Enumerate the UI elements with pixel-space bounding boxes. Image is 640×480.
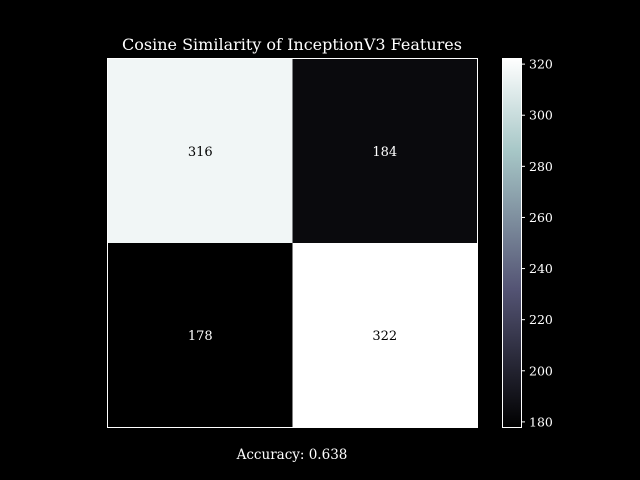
x-axis-label: Accuracy: 0.638: [236, 447, 348, 463]
heatmap-cell-r1-c0: [108, 243, 293, 427]
colorbar-tick-label-320: 320: [529, 57, 553, 72]
colorbar-tick-label-300: 300: [529, 108, 553, 123]
colorbar-tick-label-180: 180: [529, 414, 553, 429]
heatmap-cell-r0-c1: [292, 59, 477, 243]
colorbar-tick-label-220: 220: [529, 312, 553, 327]
heatmap-cell-label-r0-c1: 184: [372, 145, 397, 160]
colorbar-tick-label-240: 240: [529, 261, 553, 276]
colorbar-tick-label-280: 280: [529, 159, 553, 174]
colorbar-ticks: 180 200 220 240 260 280 300 320: [521, 57, 553, 429]
colorbar-bar: [502, 58, 522, 428]
colorbar-tick-label-200: 200: [529, 363, 553, 378]
chart-title: Cosine Similarity of InceptionV3 Feature…: [122, 35, 462, 54]
heatmap-cell-r1-c1: [292, 243, 477, 427]
heatmap-cell-label-r1-c1: 322: [372, 329, 397, 344]
colorbar-tick-label-260: 260: [529, 210, 553, 225]
colorbar: 180 200 220 240 260 280 300 320: [502, 57, 553, 429]
heatmap-cells: 316 184 178 322: [108, 59, 477, 427]
heatmap-cell-r0-c0: [108, 59, 293, 243]
heatmap-cell-label-r1-c0: 178: [188, 329, 213, 344]
heatmap-frame: [107, 58, 478, 428]
heatmap-cell-label-r0-c0: 316: [188, 145, 213, 160]
